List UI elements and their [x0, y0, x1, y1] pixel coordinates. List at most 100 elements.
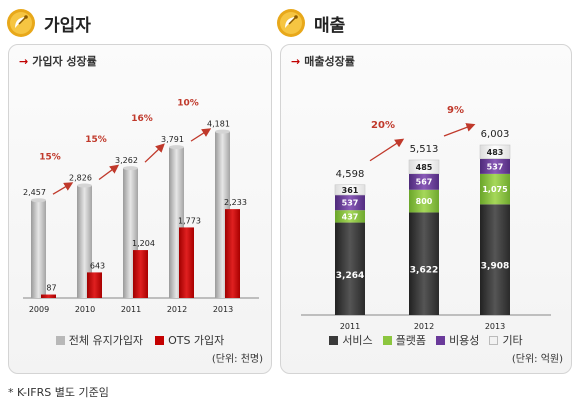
growth-rate-label: 15% [39, 153, 61, 163]
growth-arrow [190, 128, 212, 142]
x-tick-label: 2011 [121, 305, 141, 314]
ots-data-label: 87 [46, 284, 56, 293]
total-data-label: 3,791 [161, 135, 184, 144]
ots-data-label: 2,233 [224, 198, 247, 207]
stack-segment-etc [408, 159, 440, 175]
ots-bar [41, 294, 56, 298]
growth-arrow [443, 123, 476, 137]
section-title: 매출 [314, 15, 346, 36]
ots-data-label: 1,204 [132, 239, 155, 248]
ots-data-label: 1,773 [178, 216, 201, 225]
legend-swatch [382, 335, 392, 345]
section-title: 가입자 [44, 15, 91, 36]
x-tick-label: 2013 [485, 322, 505, 331]
x-tick-label: 2011 [340, 322, 360, 331]
ots-data-label: 643 [90, 261, 105, 270]
total-data-label: 5,513 [410, 144, 439, 155]
revenue-section-header: 매출 [276, 6, 345, 40]
subscriber-legend: 전체 유지가입자 OTS 가입자 [9, 332, 271, 348]
panel-title: → 매출성장률 [291, 55, 355, 68]
legend-swatch [155, 335, 165, 345]
revenue-chart: 3,264 437 537 361 4,598 2011 3,622 800 567 485 5,5… [301, 105, 551, 331]
arrow-right-icon: → [19, 55, 29, 68]
total-bar-cap [215, 129, 230, 134]
legend-item-broadcast: 비용성 [436, 332, 479, 348]
x-tick-label: 2012 [167, 305, 187, 314]
unit-label: (단위: 억원) [511, 354, 563, 365]
growth-rate-label: 20% [371, 120, 395, 131]
growth-rate-label: 10% [177, 99, 199, 109]
satellite-dish-icon [7, 9, 35, 37]
stack-segment-platform [409, 189, 439, 213]
legend-item-etc: 기타 [489, 332, 523, 348]
revenue-panel: → 매출성장률 3,264 437 537 361 4,598 2011 3,622 800 56… [280, 44, 572, 374]
subscriber-section-header: 가입자 [6, 6, 91, 40]
growth-arrow [98, 164, 120, 181]
x-tick-label: 2013 [213, 305, 233, 314]
segment-data-label: 537 [487, 162, 504, 171]
legend-swatch [55, 335, 65, 345]
growth-arrow [52, 182, 74, 195]
total-bar-cap [169, 145, 184, 150]
segment-data-label: 3,622 [410, 266, 438, 276]
arrow-right-icon: → [291, 55, 301, 68]
stack-segment-service [409, 212, 439, 315]
segment-data-label: 567 [416, 178, 433, 187]
segment-data-label: 537 [342, 199, 359, 208]
satellite-dish-icon [277, 9, 305, 37]
stack-segment-platform [335, 210, 365, 223]
total-bar [31, 200, 46, 298]
growth-rate-label: 9% [447, 105, 464, 116]
panel-title: → 가입자 성장률 [19, 55, 97, 68]
segment-data-label: 485 [416, 163, 433, 172]
stack-segment-platform [480, 173, 510, 205]
ots-bar [179, 227, 194, 298]
segment-data-label: 3,264 [336, 271, 364, 281]
legend-item-service: 서비스 [329, 332, 373, 348]
stack-segment-etc [334, 184, 366, 196]
total-data-label: 4,598 [336, 169, 365, 180]
growth-arrow [144, 143, 165, 163]
growth-rate-label: 15% [85, 135, 107, 145]
total-bar [77, 185, 92, 298]
legend-item-platform: 플랫폼 [382, 332, 426, 348]
segment-data-label: 361 [342, 186, 359, 195]
stack-segment-broadcast [335, 194, 365, 211]
total-bar-cap [77, 183, 92, 188]
total-data-label: 4,181 [207, 120, 230, 129]
legend-item-total: 전체 유지가입자 [55, 332, 143, 348]
legend-swatch [329, 335, 339, 345]
segment-data-label: 3,908 [481, 262, 509, 272]
footnote: * K-IFRS 별도 기준임 [8, 386, 109, 399]
segment-data-label: 1,075 [482, 185, 508, 194]
segment-data-label: 483 [487, 148, 504, 157]
legend-item-ots: OTS 가입자 [155, 332, 224, 348]
growth-arrow [369, 138, 405, 162]
total-data-label: 6,003 [481, 129, 510, 140]
x-tick-label: 2010 [75, 305, 95, 314]
stack-segment-etc [479, 144, 511, 159]
x-tick-label: 2012 [414, 322, 434, 331]
revenue-legend: 서비스 플랫폼 비용성 기타 [281, 332, 571, 348]
stack-segment-service [335, 222, 365, 315]
stack-segment-broadcast [480, 158, 510, 174]
segment-data-label: 800 [416, 197, 433, 206]
total-data-label: 2,826 [69, 174, 92, 183]
total-bar-cap [123, 166, 138, 171]
legend-swatch [436, 335, 446, 345]
unit-label: (단위: 천명) [211, 354, 263, 365]
growth-rate-label: 16% [131, 114, 153, 124]
ots-bar [225, 209, 240, 298]
subscriber-chart: 2,457 87 2009 2,826 643 2010 3,262 1,204 2011 3,7… [23, 99, 259, 314]
x-tick-label: 2009 [29, 305, 49, 314]
total-data-label: 2,457 [23, 188, 46, 197]
total-bar-cap [31, 198, 46, 203]
stack-segment-broadcast [409, 173, 439, 190]
total-data-label: 3,262 [115, 156, 138, 165]
ots-bar [87, 272, 102, 298]
segment-data-label: 437 [342, 212, 359, 221]
legend-swatch [489, 335, 499, 345]
stack-segment-service [480, 204, 510, 315]
subscriber-panel: → 가입자 성장률 2,457 87 2009 2,826 643 2010 3,262 1,2… [8, 44, 272, 374]
ots-bar [133, 250, 148, 298]
